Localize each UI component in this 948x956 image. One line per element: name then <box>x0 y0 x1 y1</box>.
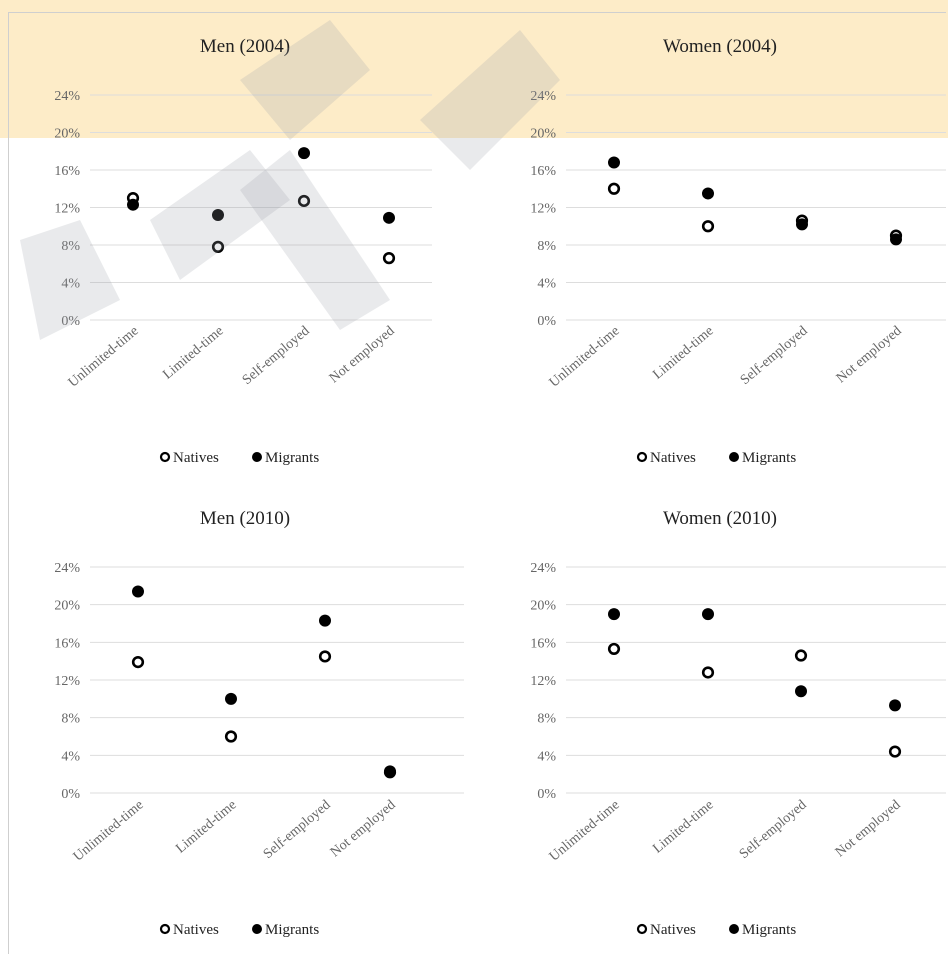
point-migrants-limited-time <box>225 693 237 705</box>
y-tick-label: 24% <box>54 89 80 104</box>
point-migrants-self-employed <box>795 685 807 697</box>
point-natives-unlimited-time <box>609 184 619 194</box>
watermark-shape <box>240 150 390 330</box>
chart-title: Women (2004) <box>663 36 777 57</box>
point-natives-self-employed <box>320 652 330 662</box>
y-tick-label: 0% <box>537 787 556 802</box>
x-tick-label: Unlimited-time <box>547 798 623 865</box>
y-tick-label: 0% <box>537 314 556 329</box>
x-tick-label: Not employed <box>833 798 904 861</box>
point-migrants-unlimited-time <box>127 199 139 211</box>
y-tick-label: 24% <box>530 561 556 576</box>
watermark-shape <box>420 30 560 170</box>
x-tick-label: Not employed <box>327 324 398 387</box>
chart-title: Men (2010) <box>200 508 290 529</box>
legend-marker-migrants <box>729 924 739 934</box>
legend-marker-natives <box>161 453 169 461</box>
point-natives-limited-time <box>703 221 713 231</box>
point-migrants-limited-time <box>702 187 714 199</box>
point-migrants-not-employed <box>384 765 396 777</box>
x-tick-label: Unlimited-time <box>547 324 623 391</box>
legend-label-natives: Natives <box>173 450 219 466</box>
x-tick-label: Limited-time <box>650 798 716 857</box>
point-migrants-self-employed <box>796 218 808 230</box>
x-tick-label: Not employed <box>834 324 905 387</box>
y-tick-label: 12% <box>54 674 80 689</box>
x-tick-label: Not employed <box>328 798 399 861</box>
y-tick-label: 12% <box>530 674 556 689</box>
point-natives-not-employed <box>384 253 394 263</box>
point-natives-unlimited-time <box>609 644 619 654</box>
point-migrants-unlimited-time <box>132 585 144 597</box>
x-tick-label: Unlimited-time <box>66 324 142 391</box>
point-natives-limited-time <box>226 732 236 742</box>
y-tick-label: 16% <box>54 164 80 179</box>
point-migrants-self-employed <box>319 615 331 627</box>
y-tick-label: 0% <box>61 787 80 802</box>
chart-panel-4: Women (2010) 0% 4% 8% 12% 16% 20% 24% Unlimited-… <box>530 508 946 938</box>
x-tick-label: Self-employed <box>261 798 334 862</box>
point-migrants-not-employed <box>383 212 395 224</box>
legend-marker-migrants <box>252 452 262 462</box>
chart-title: Women (2010) <box>663 508 777 529</box>
y-tick-label: 20% <box>530 599 556 614</box>
point-migrants-not-employed <box>890 233 902 245</box>
legend-marker-natives <box>638 925 646 933</box>
chart-panel-3: Men (2010) 0% 4% 8% 12% 16% 20% 24% Unlimited-ti… <box>54 508 464 938</box>
point-migrants-limited-time <box>702 608 714 620</box>
legend-label-natives: Natives <box>650 922 696 938</box>
y-tick-label: 20% <box>530 127 556 142</box>
watermark-shape <box>20 220 120 340</box>
y-tick-label: 16% <box>530 636 556 651</box>
chart-panel-2: Women (2004) 0% 4% 8% 12% 16% 20% 24% Unlimited-… <box>530 36 946 466</box>
y-tick-label: 20% <box>54 127 80 142</box>
point-migrants-self-employed <box>298 147 310 159</box>
x-tick-label: Unlimited-time <box>71 798 147 865</box>
point-migrants-not-employed <box>889 699 901 711</box>
legend-label-migrants: Migrants <box>265 450 319 466</box>
legend-marker-natives <box>161 925 169 933</box>
y-tick-label: 12% <box>530 202 556 217</box>
y-tick-label: 12% <box>54 202 80 217</box>
y-tick-label: 8% <box>537 712 556 727</box>
y-tick-label: 20% <box>54 599 80 614</box>
legend-marker-migrants <box>729 452 739 462</box>
y-tick-label: 16% <box>54 636 80 651</box>
chart-panel-1: Men (2004) 0% 4% 8% 12% 16% 20% 24% Unlimited-ti… <box>54 36 432 466</box>
x-tick-label: Limited-time <box>160 324 226 383</box>
point-natives-self-employed <box>796 651 806 661</box>
x-tick-label: Self-employed <box>738 324 811 388</box>
y-tick-label: 4% <box>61 749 80 764</box>
y-tick-label: 8% <box>537 239 556 254</box>
y-tick-label: 8% <box>61 712 80 727</box>
x-tick-label: Limited-time <box>173 798 239 857</box>
y-tick-label: 4% <box>537 749 556 764</box>
legend-marker-natives <box>638 453 646 461</box>
point-migrants-unlimited-time <box>608 608 620 620</box>
y-tick-label: 24% <box>54 561 80 576</box>
y-tick-label: 16% <box>530 164 556 179</box>
legend-marker-migrants <box>252 924 262 934</box>
y-tick-label: 4% <box>537 277 556 292</box>
point-migrants-unlimited-time <box>608 157 620 169</box>
legend-label-migrants: Migrants <box>742 922 796 938</box>
point-natives-limited-time <box>703 668 713 678</box>
x-tick-label: Limited-time <box>650 324 716 383</box>
legend-label-migrants: Migrants <box>742 450 796 466</box>
point-natives-not-employed <box>890 747 900 757</box>
chart-title: Men (2004) <box>200 36 290 57</box>
watermark <box>20 20 560 340</box>
point-natives-unlimited-time <box>133 657 143 667</box>
legend-label-natives: Natives <box>173 922 219 938</box>
x-tick-label: Self-employed <box>737 798 810 862</box>
legend-label-migrants: Migrants <box>265 922 319 938</box>
x-tick-label: Self-employed <box>240 324 313 388</box>
legend-label-natives: Natives <box>650 450 696 466</box>
